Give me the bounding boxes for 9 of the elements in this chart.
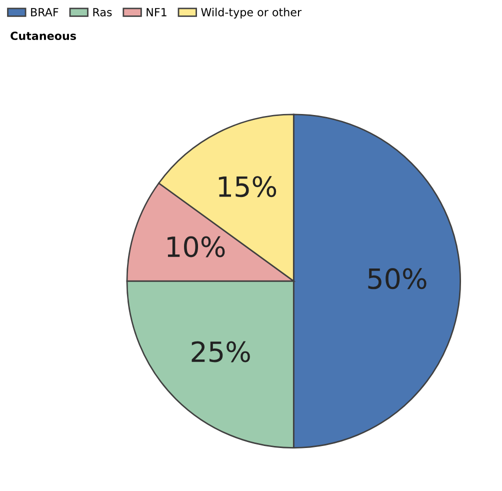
legend-label: Ras — [93, 8, 112, 16]
data-label: 15% — [218, 176, 276, 198]
data-label: 25% — [192, 341, 250, 362]
text: Cutaneous — [10, 32, 76, 40]
legend-label: BRAF — [31, 8, 58, 16]
legend-label: NF1 — [146, 8, 166, 16]
data-label: 10% — [168, 236, 225, 258]
legend-label: Wild-type or other — [201, 8, 302, 19]
data-label: 50% — [368, 268, 426, 290]
